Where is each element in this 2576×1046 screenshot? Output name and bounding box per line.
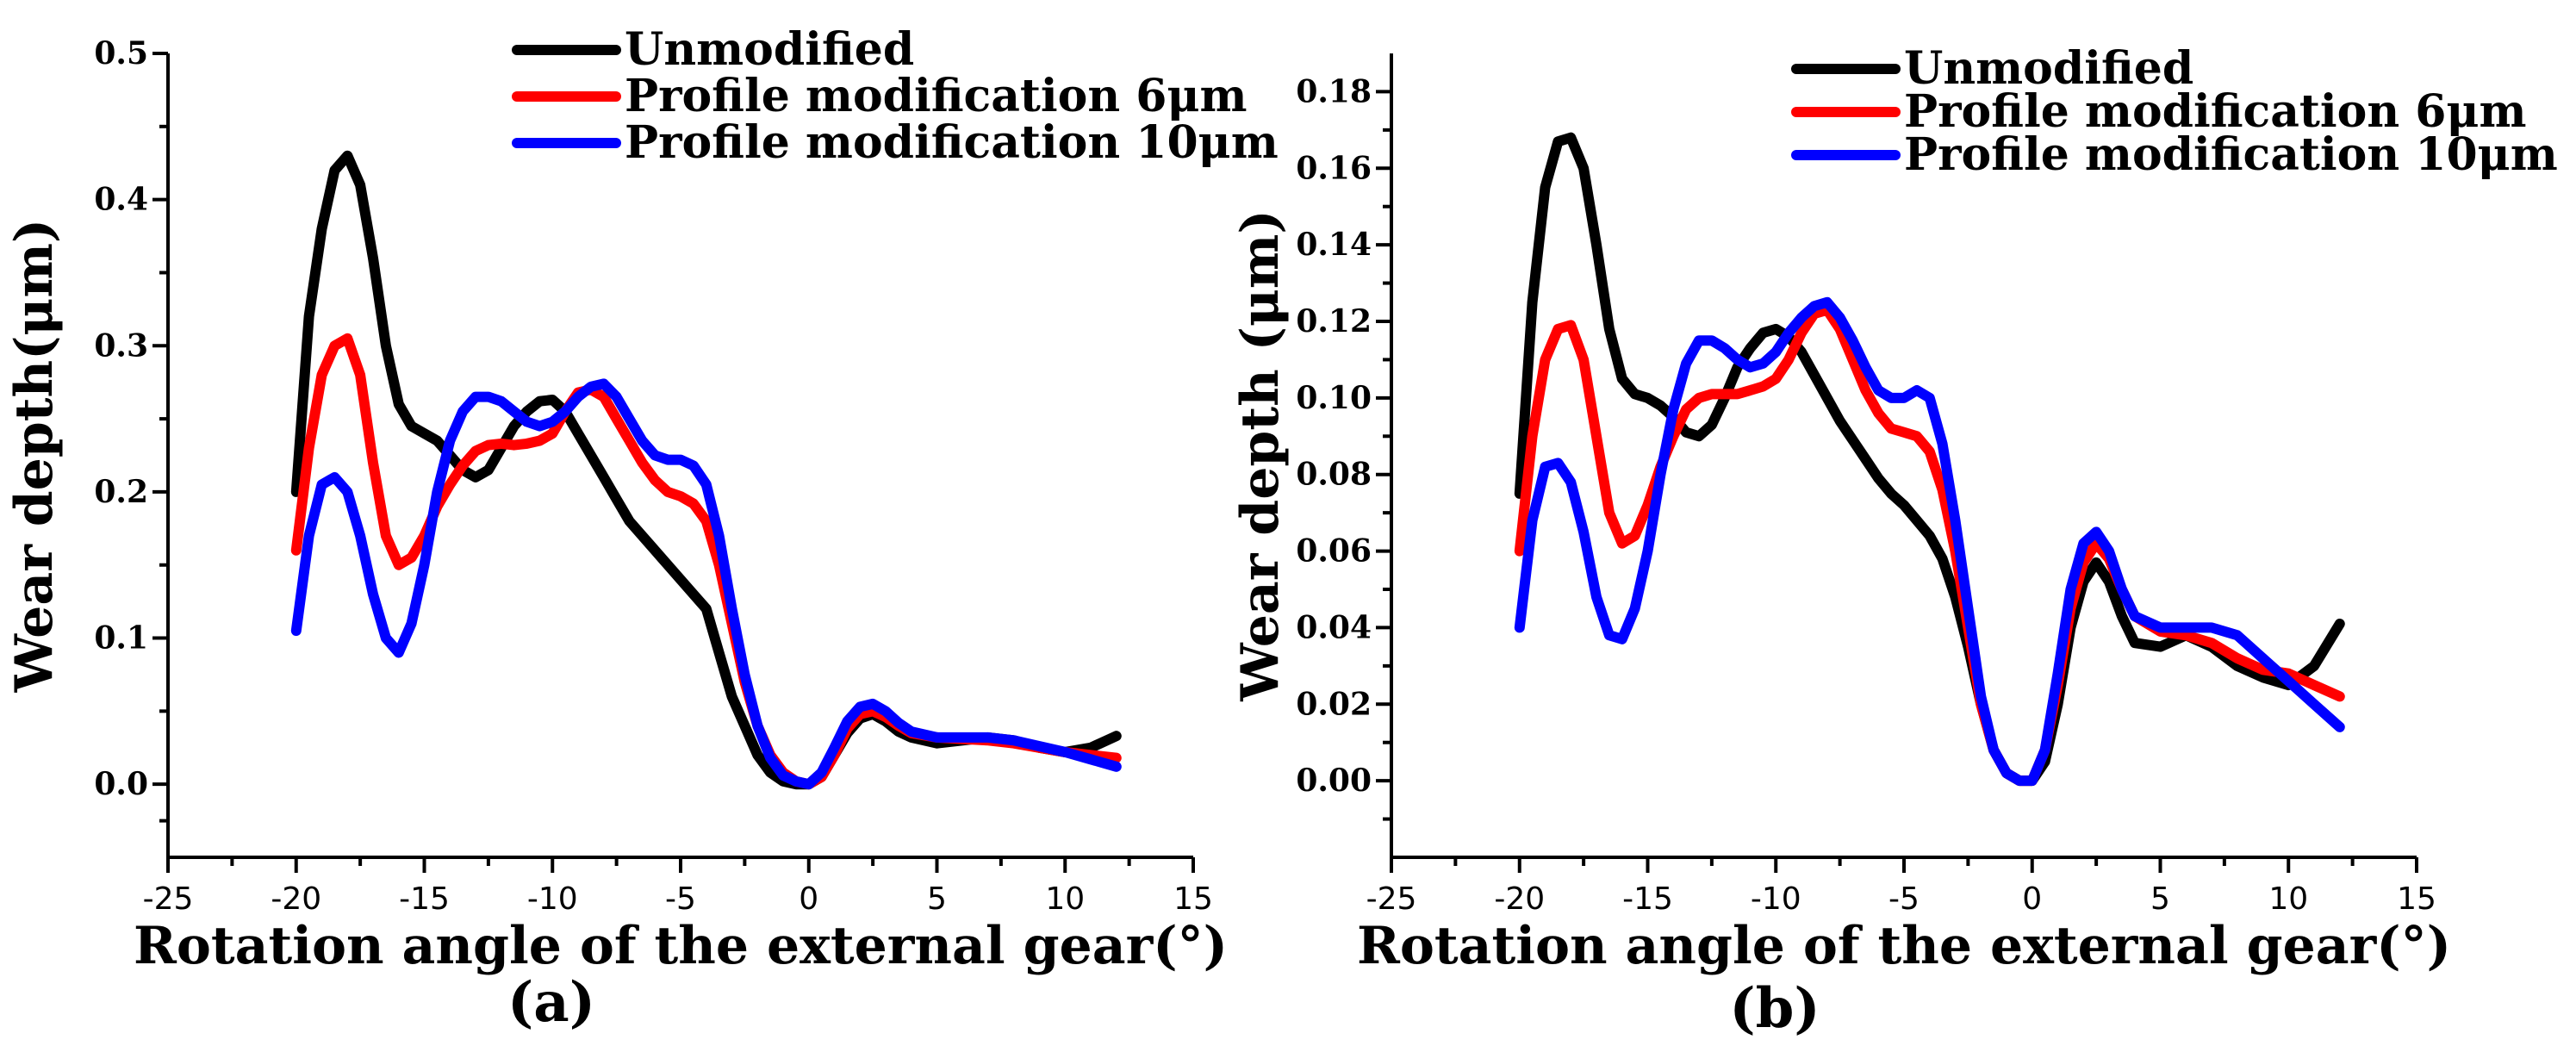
x-tick-label: -15 [1622,881,1673,917]
legend-label-1: Profile modification 6μm [1904,85,2527,138]
x-tick-label: -25 [1366,881,1417,917]
x-tick-label: 10 [2268,881,2308,917]
y-tick-label: 0.02 [1296,686,1372,722]
series-line-2 [1514,296,2345,787]
x-tick-label: -20 [1494,881,1545,917]
chart-panel-b: -25 -20 -15 -10 -5 0 5 10 15 0.00 0.02 0.04 0.06 0.08… [1230,42,2558,1041]
x-tick-label: -25 [143,881,194,917]
legend-label-2: Profile modification 10μm [1904,128,2558,181]
y-axis-title: Wear depth(μm) [4,219,65,694]
x-tick-label: -5 [1888,881,1920,917]
legend-label-0: Unmodified [1904,42,2193,95]
y-tick-label: 0.08 [1296,457,1372,493]
chart-panel-a: -25 -20 -15 -10 -5 0 5 10 15 0.0 0.1 0.2 0.3 0.4 0.5 Un… [4,23,1279,1035]
x-tick-label: 10 [1045,881,1085,917]
x-tick-label: 5 [927,881,947,917]
panel-label: (b) [1729,976,1820,1041]
x-tick-label: 0 [799,881,818,917]
y-axis-title: Wear depth (μm) [1230,209,1291,702]
y-tick-label: 0.16 [1296,150,1372,186]
x-tick-label: 15 [2397,881,2436,917]
series-line-2 [290,378,1122,790]
y-tick-label: 0.18 [1296,73,1372,109]
series-line-0 [290,150,1122,790]
y-tick-label: 0.06 [1296,533,1372,570]
y-tick-label: 0.12 [1296,303,1372,339]
x-tick-label: 0 [2022,881,2042,917]
y-tick-label: 0.10 [1296,380,1372,416]
legend-label-2: Profile modification 10μm [625,116,1279,169]
series-line-0 [1514,132,2345,787]
y-tick-label: 0.1 [94,620,148,657]
series-line-1 [290,333,1122,790]
panel-label: (a) [507,970,595,1035]
legend-label-1: Profile modification 6μm [625,70,1248,122]
y-tick-label: 0.00 [1296,763,1372,799]
x-tick-label: -10 [527,881,578,917]
y-tick-label: 0.3 [94,327,148,364]
y-tick-label: 0.0 [94,766,148,802]
y-tick-label: 0.2 [94,474,148,510]
x-tick-label: -20 [271,881,321,917]
y-tick-label: 0.14 [1296,227,1372,263]
y-tick-label: 0.4 [94,182,148,218]
x-tick-label: -5 [665,881,696,917]
x-axis-title: Rotation angle of the external gear(°) [1357,916,2451,976]
x-tick-label: -15 [399,881,450,917]
legend-label-0: Unmodified [625,23,914,76]
x-tick-label: -10 [1751,881,1801,917]
y-tick-label: 0.04 [1296,609,1372,645]
x-axis-title: Rotation angle of the external gear(°) [134,916,1228,976]
y-tick-label: 0.5 [94,35,148,72]
x-tick-label: 15 [1173,881,1213,917]
x-tick-label: 5 [2150,881,2170,917]
